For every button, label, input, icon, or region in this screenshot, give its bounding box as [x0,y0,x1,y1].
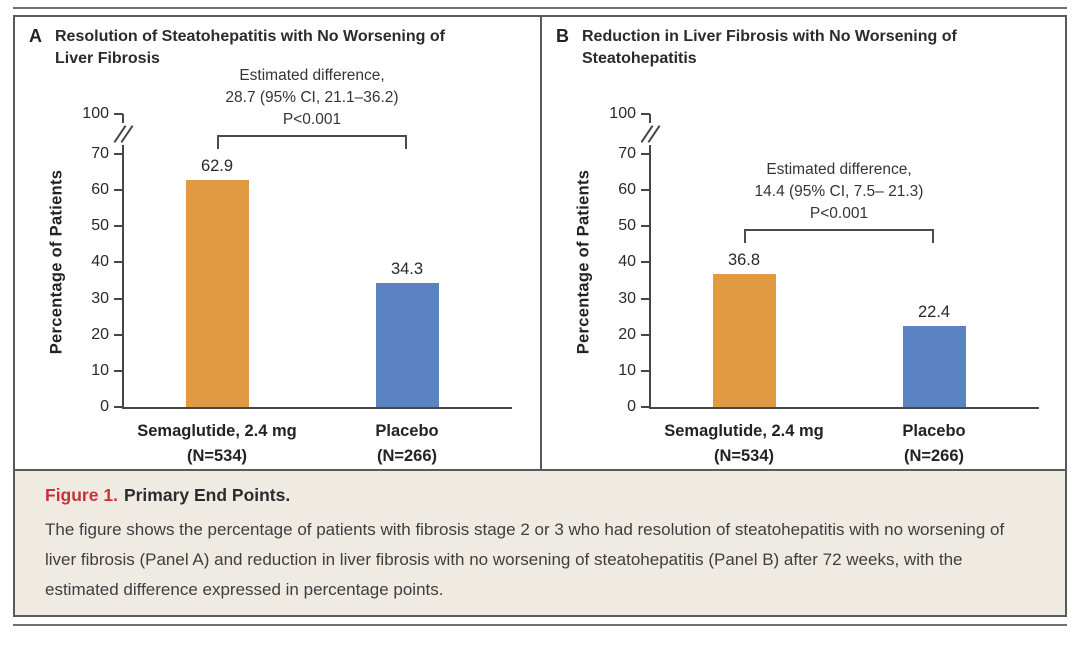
axis-break-icon [111,123,135,145]
bottom-rule [13,624,1067,626]
panel-a-letter: A [29,26,42,46]
panel-b-title-text: Reduction in Liver Fibrosis with No Wors… [582,28,957,67]
figure-box: A Resolution of Steatohepatitis with No … [13,15,1067,617]
y-tick-mark [641,261,650,264]
y-tick-label: 20 [91,325,109,343]
category-n: (N=534) [186,447,248,465]
y-tick-mark [114,369,123,372]
annotation-line: Estimated difference, [239,66,385,84]
y-tick-label: 100 [609,105,636,122]
y-tick-label: 10 [91,361,109,379]
bar-placebo [376,283,439,407]
y-tick-mark [641,333,650,336]
category-label-semaglutide: Semaglutide, 2.4 mg (N=534) [77,419,357,469]
estimated-difference-annotation: Estimated difference, 14.4 (95% CI, 7.5–… [669,159,1009,225]
y-tick-mark [641,152,650,155]
caption-title: Primary End Points. [123,485,291,505]
y-tick-mark [641,406,650,408]
x-axis-line [649,407,1039,409]
category-name: Placebo [375,422,439,440]
bar-semaglutide [713,273,776,407]
annotation-line: Estimated difference, [766,160,912,178]
y-tick-label: 70 [618,144,636,162]
estimated-difference-annotation: Estimated difference, 28.7 (95% CI, 21.1… [142,65,482,131]
bar-value-label: 36.8 [727,250,761,269]
y-tick-label: 40 [618,253,636,271]
y-axis-line [649,114,651,409]
y-tick-label: 0 [100,398,109,415]
y-tick-mark [114,152,123,155]
x-axis-line [122,407,512,409]
y-tick-label: 20 [618,325,636,343]
y-tick-mark [114,113,123,115]
category-n: (N=266) [903,447,965,465]
axis-break-icon [638,123,662,145]
bar-semaglutide [186,179,249,407]
y-tick-label: 50 [91,217,109,235]
caption-heading: Figure 1. Primary End Points. [45,485,1025,506]
y-tick-mark [641,189,650,192]
y-axis-line [122,114,124,409]
y-tick-mark [114,261,123,264]
top-rule [13,7,1067,9]
annotation-line: 14.4 (95% CI, 7.5– 21.3) [754,182,924,200]
y-tick-label: 60 [618,181,636,199]
y-tick-label: 70 [91,144,109,162]
category-name: Placebo [902,422,966,440]
figure-caption: Figure 1. Primary End Points. The figure … [15,469,1065,615]
bar-value-label: 62.9 [200,156,234,175]
category-label-placebo: Placebo (N=266) [307,419,507,469]
y-tick-label: 50 [618,217,636,235]
category-name: Semaglutide, 2.4 mg [137,422,297,440]
annotation-line: P<0.001 [809,204,869,222]
category-n: (N=534) [713,447,775,465]
annotation-line: P<0.001 [282,110,342,128]
y-tick-mark [641,369,650,372]
y-tick-mark [641,113,650,115]
bar-value-label: 34.3 [390,260,424,279]
panel-a: A Resolution of Steatohepatitis with No … [15,17,540,469]
y-tick-label: 10 [618,361,636,379]
caption-body: The figure shows the percentage of patie… [45,520,1005,599]
y-tick-mark [114,333,123,336]
y-tick-label: 30 [618,289,636,307]
panel-a-title-text: Resolution of Steatohepatitis with No Wo… [55,28,445,67]
y-tick-mark [114,225,123,228]
annotation-line: 28.7 (95% CI, 21.1–36.2) [225,88,399,106]
y-tick-label: 40 [91,253,109,271]
y-tick-mark [641,225,650,228]
y-tick-label: 30 [91,289,109,307]
y-tick-label: 60 [91,181,109,199]
y-tick-mark [641,297,650,300]
y-tick-mark [114,189,123,192]
y-tick-label: 100 [82,105,109,122]
panels-row: A Resolution of Steatohepatitis with No … [15,17,1065,469]
panel-b-letter: B [556,26,569,46]
panel-a-title: A Resolution of Steatohepatitis with No … [29,26,507,70]
caption-figure-label: Figure 1. [45,485,118,505]
panel-b-title: B Reduction in Liver Fibrosis with No Wo… [556,26,1034,70]
bar-placebo [903,326,966,407]
y-tick-mark [114,406,123,408]
comparison-bracket [744,228,934,243]
y-tick-mark [114,297,123,300]
bar-value-label: 22.4 [917,303,951,322]
y-tick-label: 0 [627,398,636,415]
category-label-semaglutide: Semaglutide, 2.4 mg (N=534) [604,419,884,469]
category-name: Semaglutide, 2.4 mg [664,422,824,440]
category-label-placebo: Placebo (N=266) [834,419,1034,469]
category-n: (N=266) [376,447,438,465]
panel-b: B Reduction in Liver Fibrosis with No Wo… [540,17,1065,469]
comparison-bracket [217,134,407,149]
